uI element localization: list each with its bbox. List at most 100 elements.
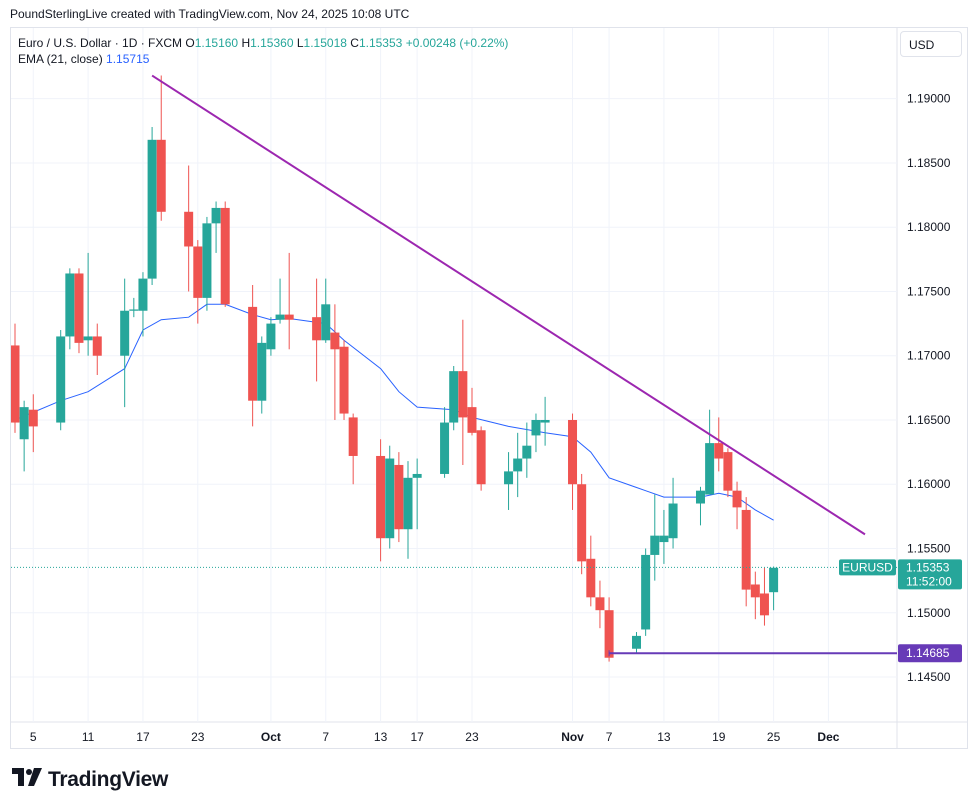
- candle: [129, 297, 139, 318]
- candle-body: [28, 409, 38, 427]
- x-tick-label: Nov: [561, 730, 584, 744]
- high-value: 1.15360: [250, 36, 294, 50]
- candle: [28, 394, 38, 453]
- support-price-label: 1.14685: [906, 646, 950, 660]
- candle-body: [467, 407, 477, 433]
- candle: [275, 278, 285, 324]
- y-tick-label: 1.16000: [907, 477, 951, 491]
- candle-body: [513, 458, 523, 472]
- chart-attribution: PoundSterlingLive created with TradingVi…: [10, 7, 410, 21]
- candle: [220, 201, 230, 307]
- candle-body: [705, 443, 715, 495]
- time-axis: 5 11 17 23 Oct 7 13 17 23 Nov 7 13 19 25 Dec: [30, 730, 840, 744]
- candle: [595, 580, 605, 629]
- candle: [138, 272, 148, 337]
- candle: [193, 240, 203, 324]
- candle: [385, 445, 395, 549]
- candle: [458, 319, 468, 465]
- candle: [83, 252, 93, 356]
- x-tick-label: 17: [136, 730, 150, 744]
- candle: [769, 566, 779, 611]
- x-tick-label: 5: [30, 730, 37, 744]
- candle-body: [56, 336, 66, 423]
- candle-body: [440, 422, 450, 474]
- x-tick-label: 17: [410, 730, 424, 744]
- low-value: 1.15018: [303, 36, 347, 50]
- y-tick-label: 1.18000: [907, 220, 951, 234]
- tradingview-logo-icon: [12, 768, 42, 792]
- candle: [650, 494, 660, 581]
- candle-body: [641, 554, 651, 630]
- candle: [120, 278, 130, 408]
- candle: [467, 387, 477, 436]
- x-tick-label: 19: [712, 730, 726, 744]
- x-tick-label: 7: [322, 730, 329, 744]
- grid: [11, 28, 967, 748]
- x-tick-label: 23: [465, 730, 479, 744]
- candle-body: [193, 246, 203, 298]
- y-tick-label: 1.16500: [907, 413, 951, 427]
- symbol-tag-label: EURUSD: [842, 560, 893, 574]
- candle-body: [202, 223, 212, 298]
- candle-body: [120, 310, 130, 356]
- symbol-tag: [839, 559, 896, 576]
- drawing-layer: [11, 74, 897, 657]
- y-tick-label: 1.18500: [907, 156, 951, 170]
- candle: [741, 497, 751, 607]
- open-value: 1.15160: [194, 36, 239, 50]
- candle: [312, 278, 322, 382]
- candle-body: [312, 317, 322, 341]
- candle: [531, 413, 541, 453]
- candle: [266, 317, 276, 356]
- x-tick-label: 11: [82, 730, 95, 744]
- candle-body: [750, 584, 760, 598]
- candle-body: [257, 342, 267, 401]
- x-tick-label: Oct: [261, 730, 281, 744]
- descending-trendline: [151, 74, 866, 536]
- candle-body: [769, 567, 779, 593]
- candle-body: [732, 490, 742, 508]
- candle: [330, 304, 340, 420]
- candle: [759, 567, 769, 626]
- candle-body: [184, 211, 194, 247]
- candlestick-chart[interactable]: 1.19000 1.18500 1.18000 1.17500 1.17000 1.165…: [11, 28, 967, 748]
- candle-body: [211, 207, 221, 224]
- candle: [641, 548, 651, 636]
- candle-body: [321, 304, 331, 341]
- candle: [248, 285, 258, 427]
- candle-body: [723, 452, 733, 491]
- candle-body: [156, 139, 166, 212]
- x-tick-label: Dec: [817, 730, 839, 744]
- ema-legend[interactable]: EMA (21, close) 1.15715: [18, 52, 149, 66]
- x-tick-label: 25: [767, 730, 781, 744]
- candle-body: [385, 458, 395, 539]
- y-tick-label: 1.17000: [907, 349, 951, 363]
- symbol-legend[interactable]: Euro / U.S. Dollar · 1D · FXCM O1.15160 …: [18, 36, 508, 50]
- support-price-tag: [898, 644, 962, 663]
- candle: [504, 452, 514, 510]
- candle: [659, 509, 669, 564]
- candle-body: [449, 371, 459, 423]
- last-price-label: 1.15353: [906, 560, 950, 574]
- open-label: O: [185, 36, 195, 50]
- candle-body: [668, 503, 678, 539]
- ema-value: 1.15715: [106, 52, 150, 66]
- y-tick-label: 1.15000: [907, 606, 951, 620]
- candle-body: [83, 336, 93, 341]
- candle: [56, 330, 66, 431]
- y-tick-label: 1.14500: [907, 670, 951, 684]
- candle-body: [531, 419, 541, 436]
- currency-selector[interactable]: USD: [900, 31, 962, 57]
- candle-body: [403, 477, 413, 530]
- candle: [632, 632, 642, 654]
- candle-body: [577, 484, 587, 562]
- candle: [412, 458, 422, 530]
- bar-countdown-label: 11:52:00: [906, 574, 952, 588]
- tradingview-logo[interactable]: TradingView: [12, 768, 168, 792]
- candle: [540, 396, 550, 446]
- candle: [74, 268, 84, 354]
- ema-line: [14, 303, 774, 521]
- candle-body: [284, 314, 294, 320]
- candle-body: [19, 407, 29, 440]
- candle: [403, 461, 413, 559]
